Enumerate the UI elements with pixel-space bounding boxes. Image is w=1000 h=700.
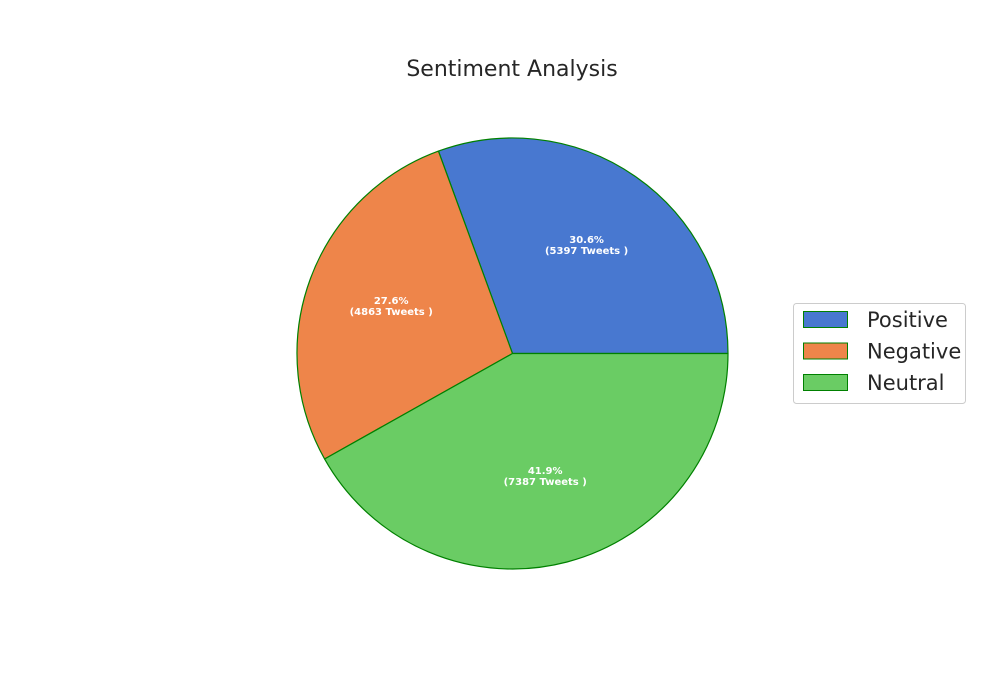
chart-title: Sentiment Analysis <box>406 57 617 82</box>
legend-swatch-positive <box>803 311 848 328</box>
legend-label-positive: Positive <box>867 308 948 332</box>
legend-swatch-neutral <box>803 374 848 391</box>
pie-slice-negative <box>296 150 514 460</box>
slice-count-label: (4863 Tweets ) <box>350 307 433 318</box>
slice-percent-label: 27.6% <box>374 296 409 307</box>
pie-slice-neutral <box>323 352 729 570</box>
slice-percent-label: 41.9% <box>528 466 563 477</box>
pie-slice-labels: 30.6%(5397 Tweets ) 27.6%(4863 Tweets ) 41… <box>350 235 629 488</box>
legend-label-negative: Negative <box>867 340 961 364</box>
legend-label-neutral: Neutral <box>867 371 945 395</box>
slice-count-label: (7387 Tweets ) <box>504 477 587 488</box>
pie-slice-positive <box>437 137 729 355</box>
slice-count-label: (5397 Tweets ) <box>545 246 628 257</box>
legend-entries: Positive Negative Neutral <box>803 308 961 395</box>
pie-slices <box>296 137 729 570</box>
legend-swatch-negative <box>803 342 848 360</box>
legend: Positive Negative Neutral <box>793 303 966 404</box>
slice-percent-label: 30.6% <box>569 235 604 246</box>
